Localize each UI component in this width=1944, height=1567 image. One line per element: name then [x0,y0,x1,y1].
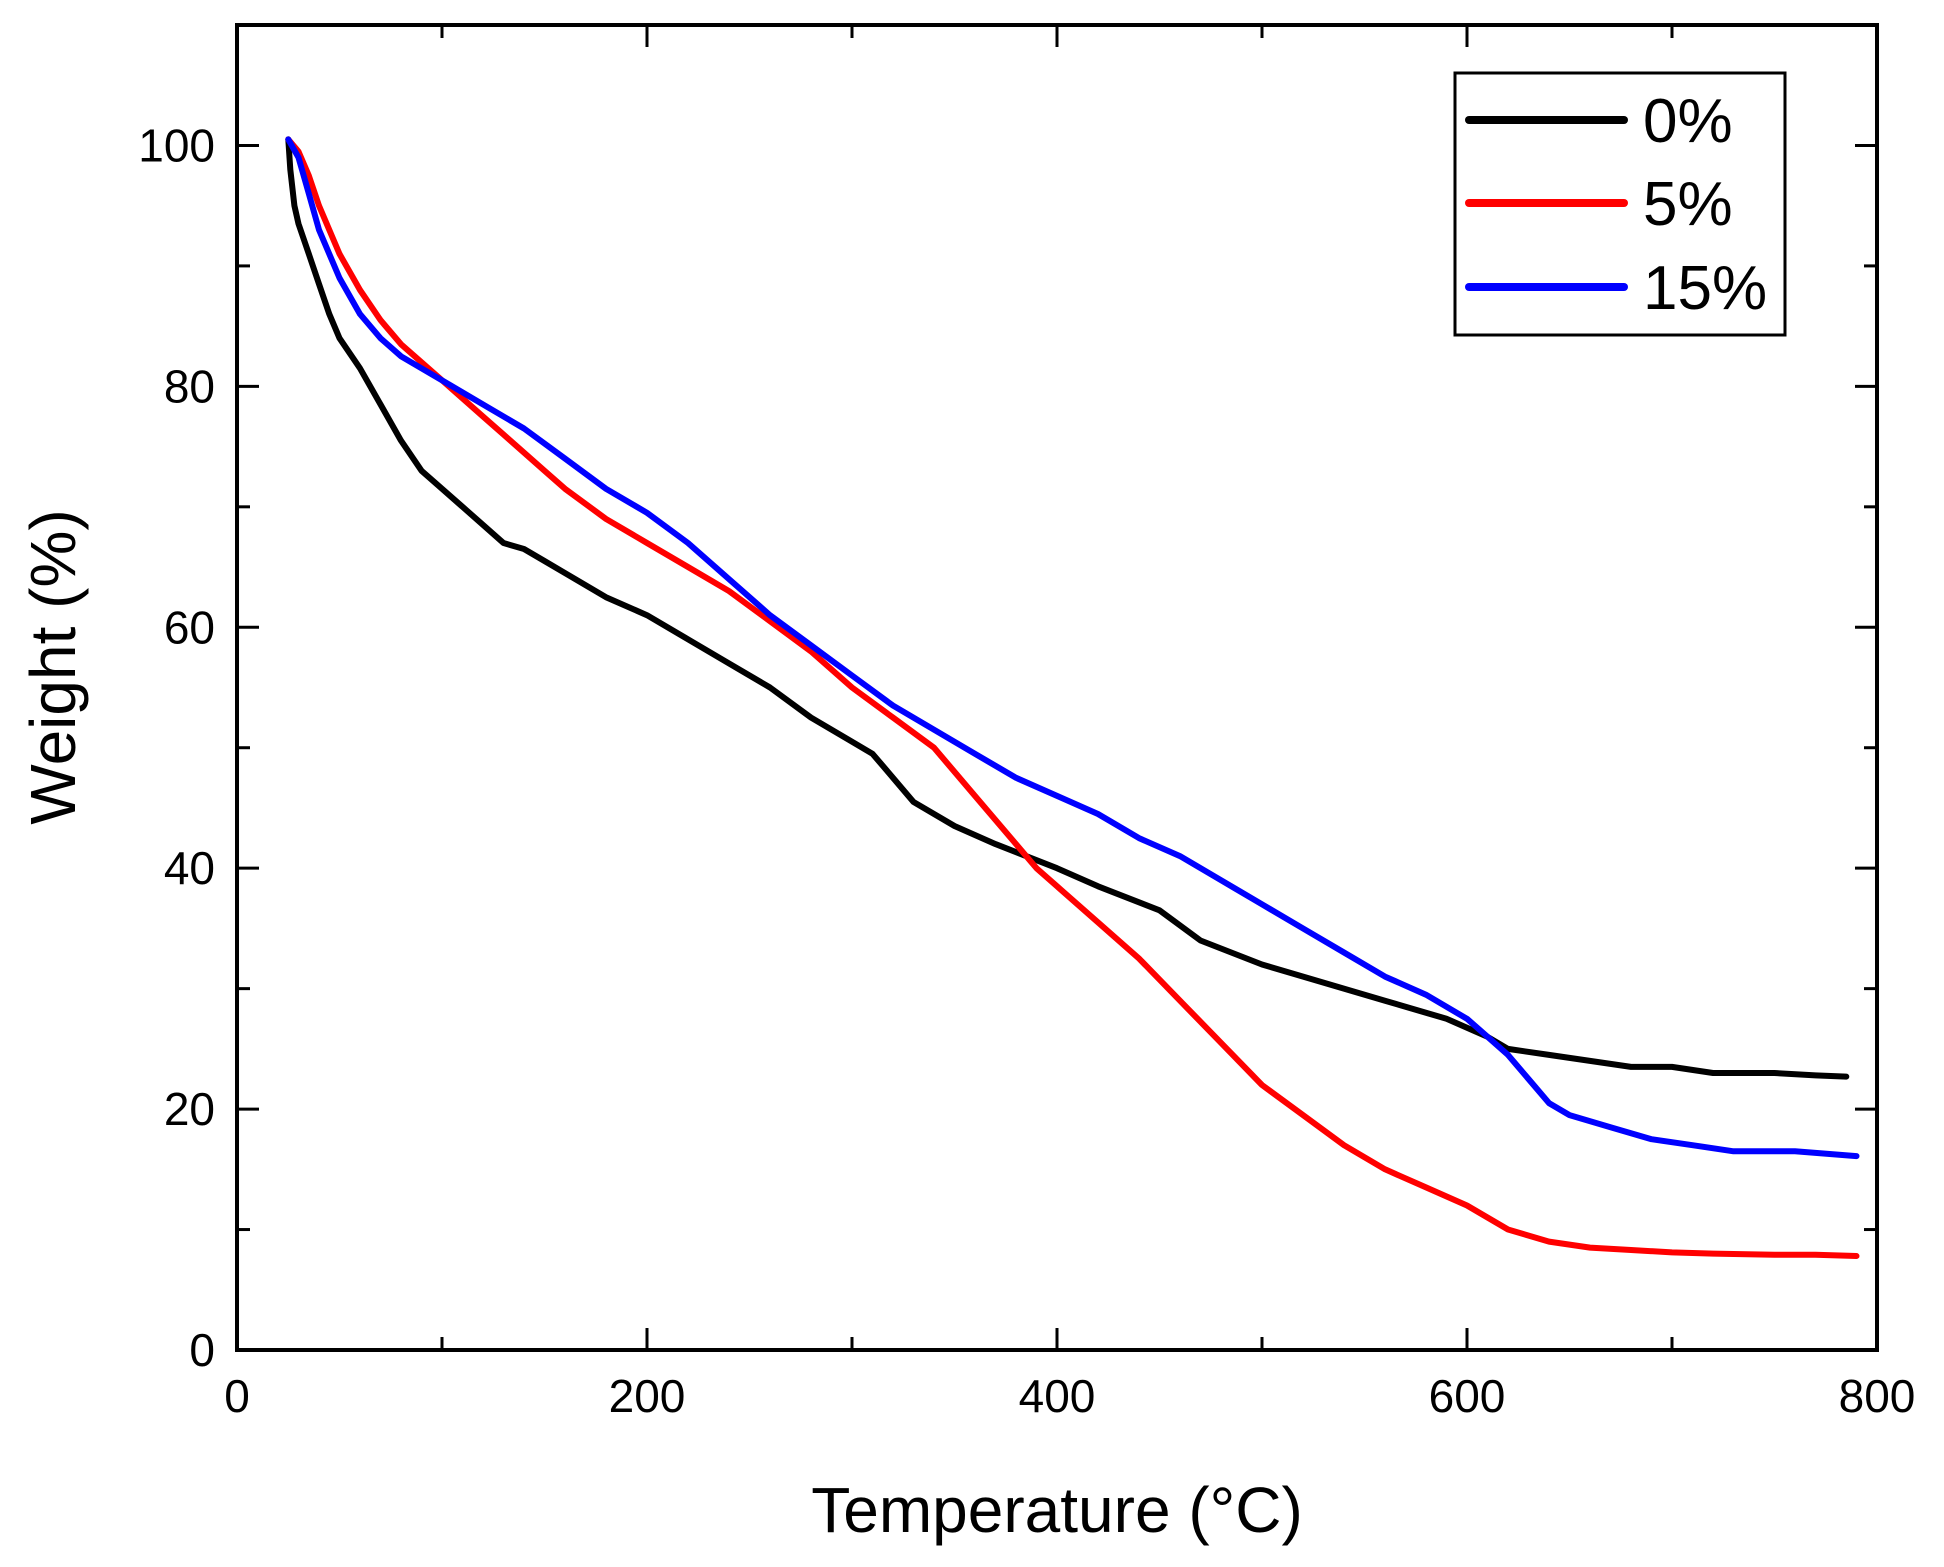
x-tick-label: 800 [1839,1370,1916,1422]
series-layer [285,136,1860,1259]
legend: 0% 5% 15% [1453,71,1787,337]
tick-labels-layer: 0 200 400 600 800 0 20 40 60 80 100 [138,119,1915,1422]
series-line-1 [285,136,1860,1259]
y-tick-label: 20 [164,1083,215,1135]
legend-label-0: 0% [1643,87,1733,156]
y-axis-title: Weight (%) [17,509,89,824]
x-tick-label: 600 [1429,1370,1506,1422]
y-tick-label: 40 [164,842,215,894]
series-line-2 [285,136,1860,1160]
y-tick-label: 80 [164,360,215,412]
legend-items: 0% 5% 15% [1465,87,1767,323]
y-tick-label: 60 [164,601,215,653]
ticks-layer [235,23,1879,1352]
legend-label-1: 5% [1643,170,1733,239]
legend-label-2: 15% [1643,254,1767,323]
x-tick-label: 0 [224,1370,250,1422]
y-tick-label: 100 [138,119,215,171]
x-axis-title: Temperature (°C) [811,1474,1303,1546]
x-tick-label: 200 [609,1370,686,1422]
y-tick-label: 0 [189,1324,215,1376]
x-tick-label: 400 [1019,1370,1096,1422]
